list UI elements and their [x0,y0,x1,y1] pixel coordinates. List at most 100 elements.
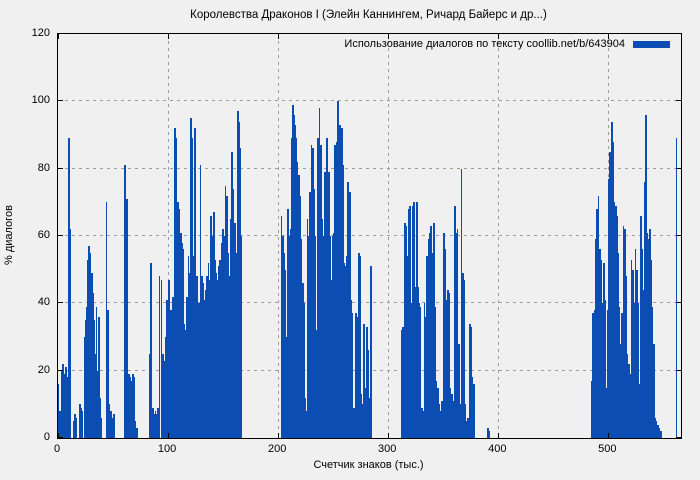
bar [233,222,236,438]
bar [127,374,130,438]
bar [224,185,227,438]
bar [106,310,109,438]
bar [202,283,205,438]
bar [57,384,60,438]
y-tick-mark [58,100,63,102]
bar [129,377,131,438]
bar [370,266,372,438]
bar [307,236,310,438]
bar [347,182,350,438]
bar [625,276,628,438]
bar [318,108,321,438]
bar [221,229,224,438]
bar [612,141,614,438]
bar [656,424,659,438]
bar [643,182,646,438]
x-tick-mark [168,433,170,438]
bar [451,394,453,438]
bar [289,229,292,438]
bar [323,172,326,438]
bar [455,232,458,438]
gridline-y [58,235,681,236]
bar [441,400,444,438]
bar [89,252,92,438]
bar [100,417,103,438]
bar [288,236,291,438]
plot-area: Использование диалогов по тексту coollib… [57,33,682,439]
bar [339,124,342,438]
y-tick-label: 0 [43,431,50,443]
bar [616,215,618,438]
x-tick-mark [278,433,280,438]
bar [210,215,212,438]
bar [284,269,287,438]
bar [402,326,405,438]
bar [434,306,436,438]
bar [322,236,325,438]
bar [635,269,638,438]
bar [314,236,317,438]
bar [432,222,435,438]
bar [171,353,173,438]
bar [359,256,362,438]
y-tick-mark [676,33,681,34]
bar [227,252,230,438]
bar [311,148,314,438]
bar [296,161,299,438]
bar [440,411,442,438]
bar [231,151,234,438]
bar [459,404,462,438]
bar [168,279,171,438]
bar [207,262,210,438]
y-tick-label: 80 [37,161,50,174]
x-tick-label: 0 [53,443,61,455]
bar [68,138,70,438]
bar [470,326,472,438]
bar [354,414,356,438]
x-tick-label: 300 [378,443,397,455]
bar [287,209,289,438]
bar [66,377,68,438]
bar [409,205,411,438]
bar [183,323,186,438]
y-tick-mark [58,235,63,236]
y-axis-label: % диалогов [3,205,15,265]
bar [179,232,182,438]
bar [442,232,445,438]
bar [299,195,301,438]
bar [488,431,491,438]
bar [105,202,108,438]
bar [155,414,158,438]
bar [200,276,203,438]
bar [153,414,156,438]
bar [436,387,439,438]
x-tick-mark [58,433,59,438]
bar [420,407,423,438]
bar [61,370,64,438]
bar [192,256,195,438]
bar [133,377,135,438]
bar [330,279,333,438]
bar [592,313,595,438]
bar [602,262,605,438]
bar [597,195,600,438]
bar [614,205,617,438]
bar [191,138,193,438]
bar [310,145,313,438]
bar [445,299,448,438]
bar [306,219,309,438]
gridline-y [58,167,681,169]
bar [78,404,81,438]
bar [605,387,608,438]
y-tick-mark [58,302,63,304]
bar [81,411,84,438]
bar [610,121,613,438]
bar [406,256,409,438]
bar [291,138,293,438]
bar [428,232,431,438]
bar [449,387,452,438]
gridline-x [388,34,390,438]
bar [304,397,306,438]
bar [327,172,330,438]
x-tick-mark [498,34,500,39]
